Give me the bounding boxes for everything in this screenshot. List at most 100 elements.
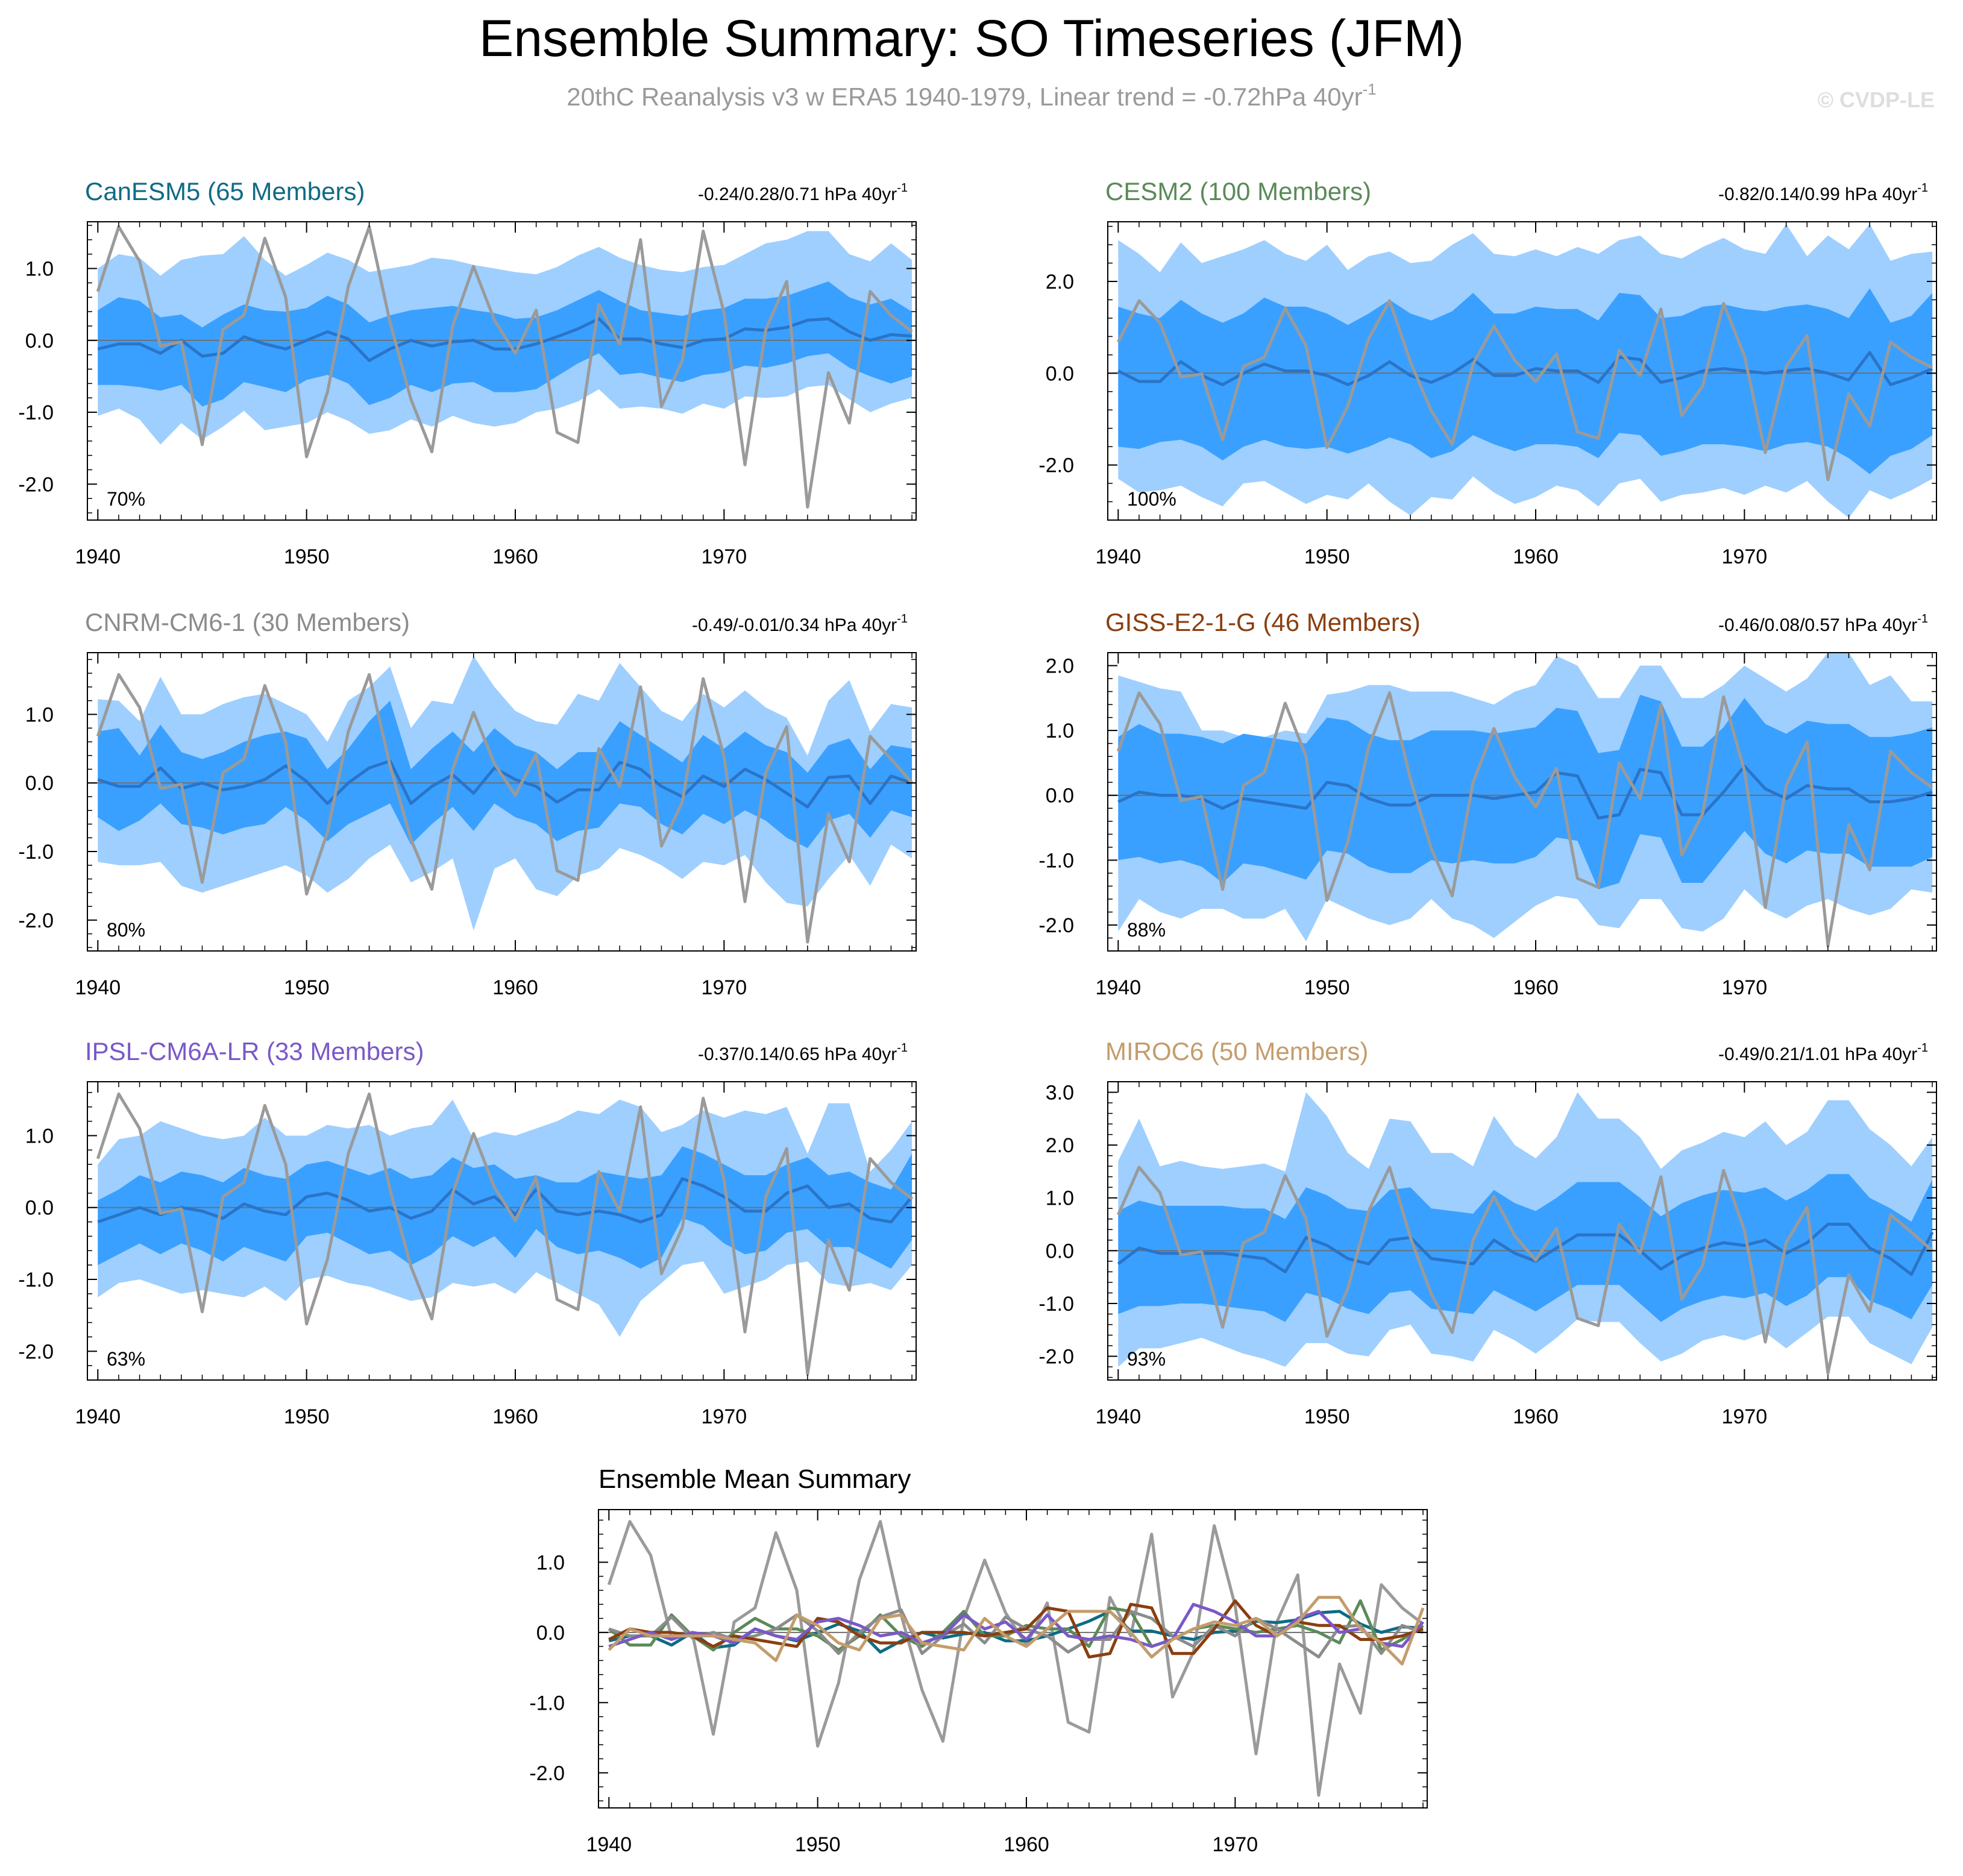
trend-label-superscript: -1 (897, 612, 908, 626)
x-tick-label: 1970 (1722, 545, 1768, 568)
x-tick-label: 1960 (1513, 976, 1559, 999)
plot-frame (598, 1509, 1428, 1809)
plot-frame (87, 652, 917, 952)
y-tick-label: -1.0 (18, 1269, 54, 1291)
x-tick-label: 1950 (284, 976, 330, 999)
x-tick-label: 1960 (1513, 545, 1559, 568)
x-tick-label: 1960 (1513, 1405, 1559, 1428)
x-tick-label: 1950 (1304, 545, 1350, 568)
y-tick-label: -2.0 (529, 1762, 565, 1785)
trend-label-text: -0.49/0.21/1.01 hPa 40yr (1718, 1044, 1917, 1064)
observed-line (96, 673, 913, 944)
plot-frame (1107, 221, 1937, 521)
x-tick-label: 1940 (1095, 1405, 1141, 1428)
trend-label: -0.24/0.28/0.71 hPa 40yr-1 (698, 181, 908, 204)
observed-line (1117, 299, 1933, 482)
plot-area (598, 1520, 1427, 1797)
trend-label-text: -0.49/-0.01/0.34 hPa 40yr (692, 615, 897, 635)
y-tick-label: 0.0 (1046, 362, 1074, 385)
y-tick-label: -2.0 (18, 1340, 54, 1363)
y-tick-label: -2.0 (1038, 1346, 1074, 1369)
observed-line (1117, 1165, 1933, 1375)
y-tick-label: 1.0 (1046, 720, 1074, 742)
x-tick-label: 1950 (284, 545, 330, 568)
plot-frame (1107, 652, 1937, 952)
plot-area (1108, 224, 1936, 518)
y-tick-label: -1.0 (1038, 849, 1074, 872)
percent-label: 70% (107, 488, 145, 510)
y-tick-label: -2.0 (18, 473, 54, 496)
y-tick-label: -2.0 (18, 909, 54, 932)
percent-label: 80% (107, 919, 145, 941)
y-tick-label: 2.0 (1046, 1134, 1074, 1157)
y-tick-label: 2.0 (1046, 655, 1074, 678)
y-tick-label: -1.0 (18, 401, 54, 424)
trend-label-superscript: -1 (897, 1041, 908, 1055)
ensemble-mean-line (1117, 1223, 1934, 1276)
ensemble-mean-line (97, 759, 912, 809)
trend-label-superscript: -1 (1917, 181, 1928, 195)
trend-label-text: -0.46/0.08/0.57 hPa 40yr (1718, 615, 1917, 635)
plot-frame (1107, 1081, 1937, 1381)
y-tick-label: -1.0 (18, 841, 54, 864)
y-tick-label: -2.0 (1038, 914, 1074, 937)
x-tick-label: 1940 (586, 1833, 632, 1856)
watermark: © CVDP-LE (1817, 87, 1935, 112)
x-tick-label: 1970 (702, 545, 747, 568)
x-tick-label: 1970 (1722, 976, 1768, 999)
x-tick-label: 1940 (1095, 976, 1141, 999)
trend-label-text: -0.24/0.28/0.71 hPa 40yr (698, 184, 897, 204)
y-tick-label: -2.0 (1038, 454, 1074, 477)
y-tick-label: 3.0 (1046, 1082, 1074, 1105)
x-tick-label: 1970 (702, 1405, 747, 1428)
trend-label-superscript: -1 (897, 181, 908, 195)
observed-line (96, 225, 913, 509)
y-tick-label: -1.0 (1038, 1293, 1074, 1316)
plot-frame (87, 1081, 917, 1381)
subtitle-superscript: -1 (1363, 80, 1377, 98)
y-tick-label: 1.0 (25, 258, 54, 281)
y-tick-label: 1.0 (536, 1551, 565, 1574)
trend-label: -0.49/0.21/1.01 hPa 40yr-1 (1718, 1041, 1928, 1064)
y-tick-label: 1.0 (25, 1125, 54, 1147)
x-tick-label: 1960 (492, 1405, 538, 1428)
x-tick-label: 1960 (492, 545, 538, 568)
trend-label: -0.37/0.14/0.65 hPa 40yr-1 (698, 1041, 908, 1064)
trend-label: -0.46/0.08/0.57 hPa 40yr-1 (1718, 612, 1928, 635)
x-tick-label: 1940 (75, 1405, 121, 1428)
panel-cesm2: CESM2 (100 Members) -0.82/0.14/0.99 hPa 4… (1038, 177, 1937, 568)
y-tick-label: 0.0 (536, 1622, 565, 1645)
y-tick-label: 0.0 (25, 330, 54, 353)
trend-label: -0.82/0.14/0.99 hPa 40yr-1 (1718, 181, 1928, 204)
panel-ipsl-cm6a-lr: IPSL-CM6A-LR (33 Members) -0.37/0.14/0.65… (18, 1037, 917, 1428)
percent-label: 63% (107, 1348, 145, 1370)
subtitle-text: 20thC Reanalysis v3 w ERA5 1940-1979, Li… (567, 83, 1362, 111)
observed-line (1116, 691, 1933, 947)
plot-area (1108, 1092, 1936, 1375)
plot-area (87, 225, 916, 509)
trend-label: -0.49/-0.01/0.34 hPa 40yr-1 (692, 612, 908, 635)
y-tick-label: -1.0 (529, 1692, 565, 1714)
plot-frame (87, 221, 917, 521)
panel-canesm5: CanESM5 (65 Members) -0.24/0.28/0.71 hPa … (18, 177, 917, 568)
plot-area (87, 656, 916, 944)
observed-line (96, 1092, 913, 1376)
series-line-miroc6 (608, 1596, 1425, 1666)
figure-title: Ensemble Summary: SO Timeseries (JFM) (479, 10, 1464, 67)
y-tick-label: 0.0 (25, 1197, 54, 1220)
y-tick-label: 0.0 (1046, 785, 1074, 808)
panel-title: CNRM-CM6-1 (30 Members) (85, 608, 410, 636)
percent-label: 88% (1127, 919, 1166, 941)
plot-area (87, 1092, 916, 1376)
figure-subtitle: 20thC Reanalysis v3 w ERA5 1940-1979, Li… (567, 80, 1376, 111)
x-tick-label: 1950 (284, 1405, 330, 1428)
x-tick-label: 1950 (1304, 976, 1350, 999)
panel-title: GISS-E2-1-G (46 Members) (1105, 608, 1421, 636)
x-tick-label: 1940 (75, 976, 121, 999)
percent-label: 93% (1127, 1348, 1166, 1370)
plot-area (1108, 653, 1936, 947)
panel-ensemble-mean-summary: Ensemble Mean Summary 1.0 0.0 -1.0 -2.0 1940 1… (529, 1464, 1428, 1856)
x-tick-label: 1970 (1722, 1405, 1768, 1428)
panel-title: MIROC6 (50 Members) (1105, 1037, 1368, 1065)
